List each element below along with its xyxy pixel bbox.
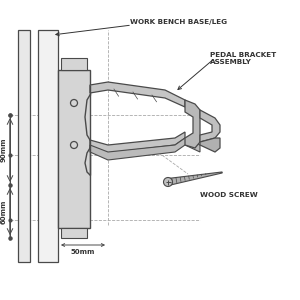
Polygon shape [167,172,222,185]
Polygon shape [90,82,185,107]
Text: 90mm: 90mm [1,138,7,162]
Polygon shape [200,110,220,142]
Polygon shape [185,100,200,148]
Text: PEDAL BRACKET
ASSEMBLY: PEDAL BRACKET ASSEMBLY [210,52,276,65]
Bar [18,30,30,262]
Polygon shape [90,138,200,160]
Polygon shape [200,138,220,152]
Bar [61,228,87,238]
Circle shape [164,178,172,187]
Text: 60mm: 60mm [1,199,7,224]
Text: WORK BENCH BASE/LEG: WORK BENCH BASE/LEG [130,19,227,25]
Polygon shape [90,132,185,153]
Bar [38,30,58,262]
Bar [58,70,90,228]
Bar [61,58,87,70]
Text: 50mm: 50mm [71,249,95,255]
Text: WOOD SCREW: WOOD SCREW [200,192,258,198]
